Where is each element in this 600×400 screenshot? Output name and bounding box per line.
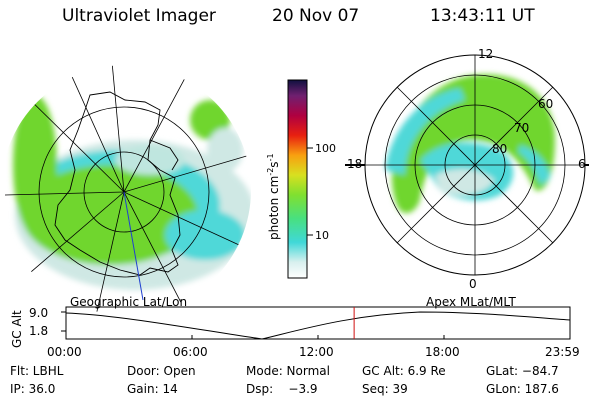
info-gc-alt: GC Alt: 6.9 Re	[362, 364, 446, 378]
mlt-label-18: 18	[347, 157, 362, 171]
geographic-panel-label: Geographic Lat/Lon	[70, 295, 188, 309]
mlat-label-80: 80	[492, 142, 507, 156]
mlat-label-70: 70	[514, 121, 529, 135]
orbit-y-tick-high: 9.0	[29, 306, 49, 320]
info-dsp: Dsp: −3.9	[246, 382, 318, 396]
orbit-x-tick-0600: 06:00	[173, 345, 208, 359]
orbit-y-tick-low: 1.8	[29, 324, 49, 338]
mlat-label-60: 60	[538, 97, 553, 111]
time-label: 13:43:11 UT	[430, 6, 535, 26]
apex-panel-label: Apex MLat/MLT	[426, 295, 516, 309]
info-mode: Mode: Normal	[246, 364, 330, 378]
mlat-mlt-panel	[345, 54, 589, 276]
orbit-y-axis-label: GC Alt	[10, 310, 24, 348]
orbit-altitude-plot	[61, 306, 571, 340]
colorbar-tick-10: 10	[315, 229, 329, 242]
orbit-x-tick-1200: 12:00	[299, 345, 334, 359]
info-filter: Flt: LBHL	[10, 364, 64, 378]
info-door: Door: Open	[127, 364, 196, 378]
colorbar-tick-100: 100	[315, 142, 336, 155]
info-glat: GLat: −84.7	[486, 364, 559, 378]
info-gain: Gain: 14	[127, 382, 178, 396]
orbit-x-tick-2359: 23:59	[545, 345, 580, 359]
mlt-label-6: 6	[578, 157, 586, 171]
info-seq: Seq: 39	[362, 382, 408, 396]
colorbar	[287, 79, 313, 279]
orbit-x-tick-1800: 18:00	[425, 345, 460, 359]
mlt-label-12: 12	[478, 47, 493, 61]
mlt-label-0: 0	[469, 277, 477, 291]
colorbar-unit-label: photon cm-2s-1	[266, 153, 281, 240]
info-glon: GLon: 187.6	[486, 382, 559, 396]
info-ip: IP: 36.0	[10, 382, 56, 396]
orbit-x-tick-0000: 00:00	[47, 345, 82, 359]
date-label: 20 Nov 07	[272, 6, 360, 26]
instrument-title: Ultraviolet Imager	[62, 6, 216, 26]
geographic-image-panel	[1, 65, 251, 315]
